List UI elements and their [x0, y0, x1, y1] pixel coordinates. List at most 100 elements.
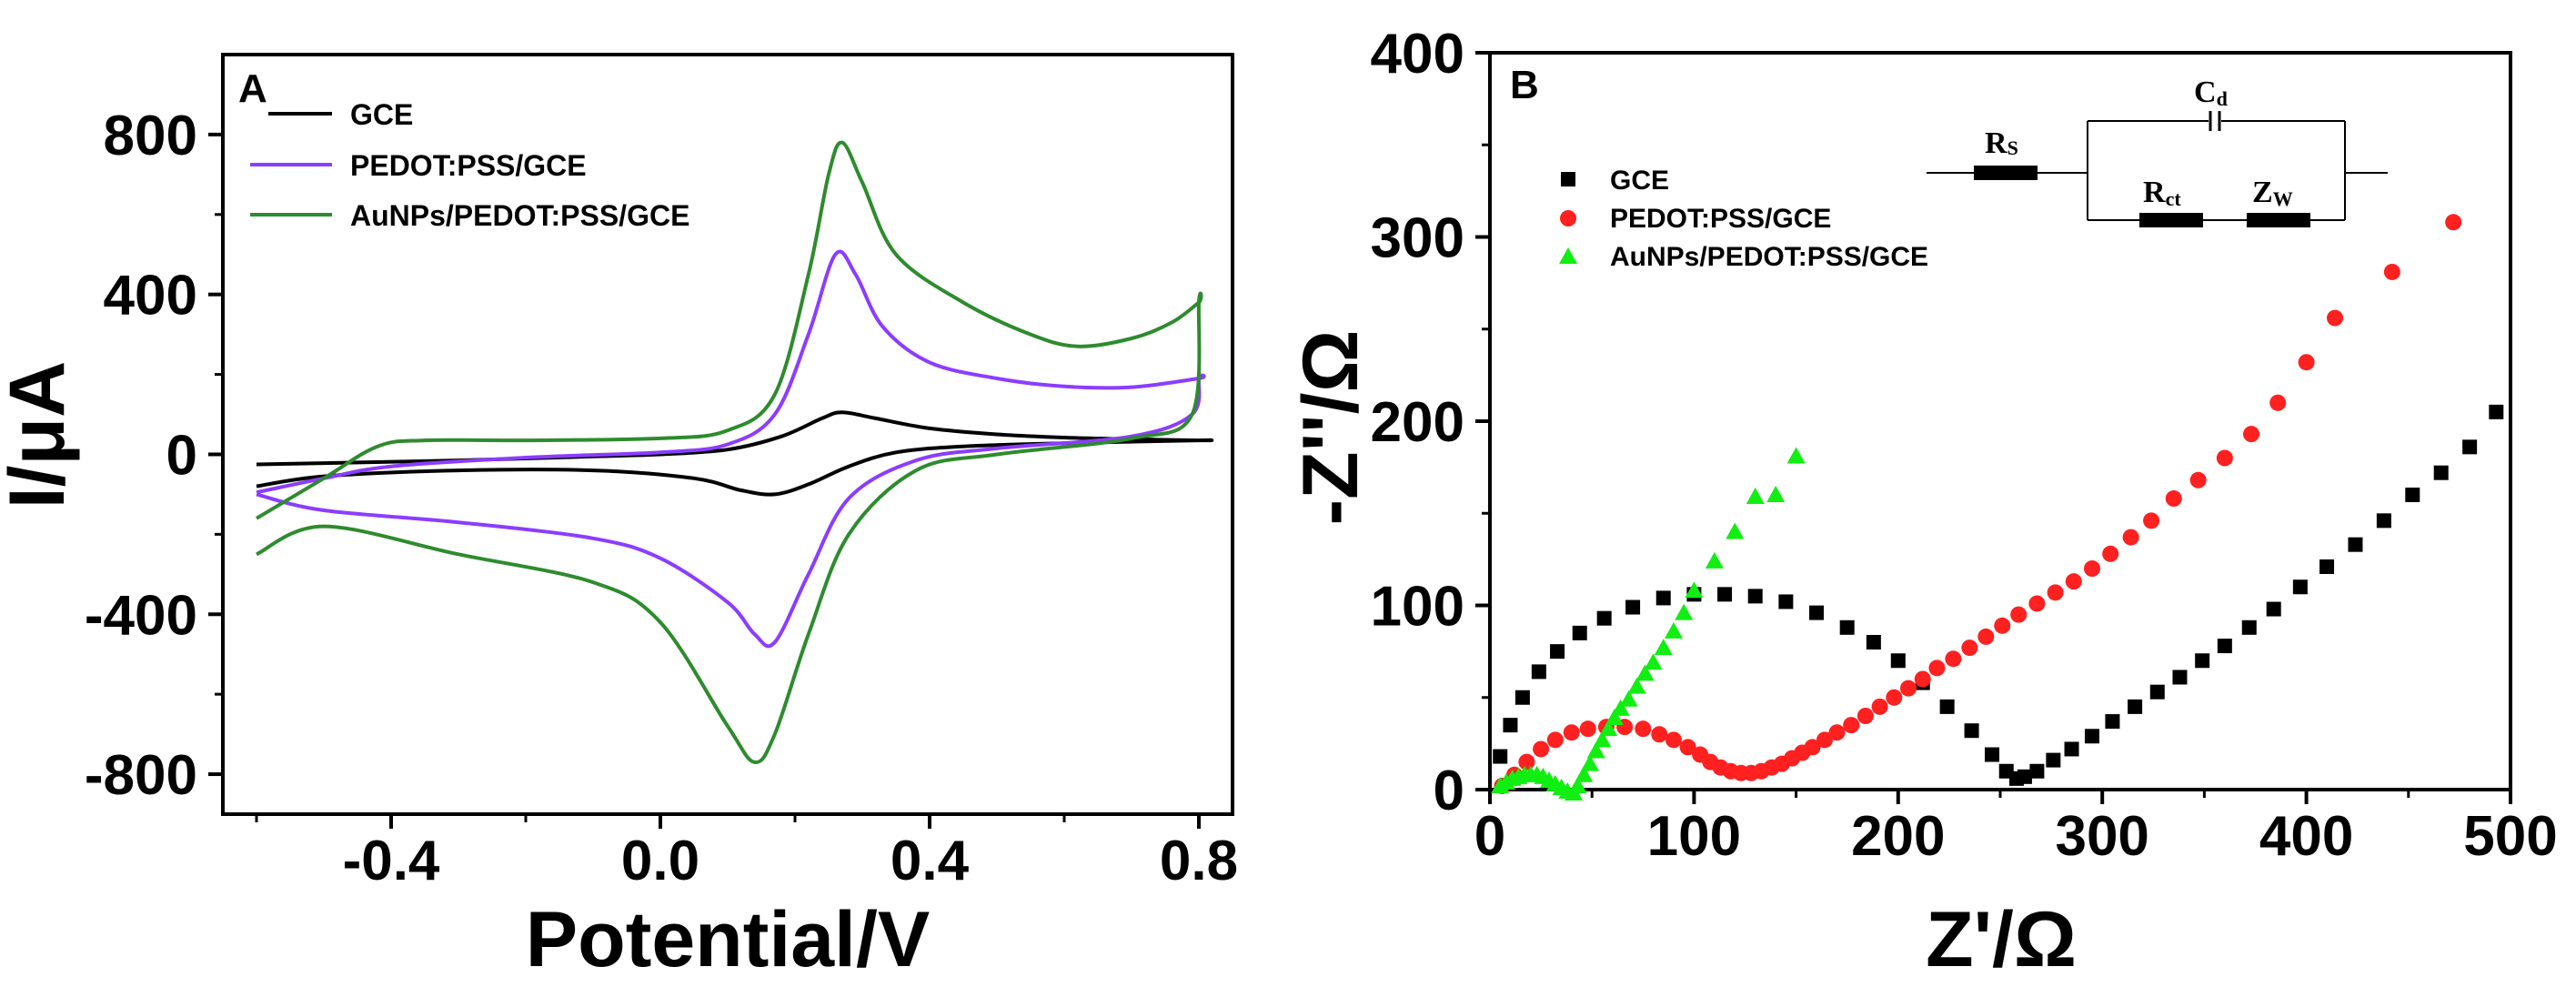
panel-b-label: B	[1510, 63, 1539, 107]
point-pedot-pss-gce	[2165, 490, 2182, 508]
point-aunps-pedot-pss-gce	[1726, 522, 1745, 539]
circuit-rs-resistor	[1974, 166, 2038, 180]
point-pedot-pss-gce	[1886, 689, 1903, 706]
point-pedot-pss-gce	[2102, 545, 2119, 562]
point-pedot-pss-gce	[1635, 720, 1652, 738]
panel-b-x-axis-label: Z'/Ω	[1926, 896, 2077, 983]
panel-b-x-tick-label: 300	[2055, 805, 2148, 868]
point-aunps-pedot-pss-gce	[1593, 730, 1612, 748]
point-pedot-pss-gce	[1546, 731, 1564, 749]
point-aunps-pedot-pss-gce	[1664, 621, 1683, 639]
point-gce	[2376, 513, 2391, 529]
panel-a-legend: GCE PEDOT:PSS/GCE AuNPs/PEDOT:PSS/GCE	[250, 98, 689, 232]
point-gce	[2017, 769, 2032, 784]
point-gce	[2128, 699, 2143, 714]
point-gce	[2217, 639, 2232, 654]
legend-b-gce-label: GCE	[1610, 166, 1669, 196]
point-aunps-pedot-pss-gce	[1611, 699, 1630, 716]
point-pedot-pss-gce	[2143, 512, 2160, 529]
point-aunps-pedot-pss-gce	[1575, 765, 1594, 782]
point-pedot-pss-gce	[2189, 471, 2207, 488]
point-gce	[1514, 690, 1530, 705]
point-gce	[1964, 723, 1979, 739]
cv-curve-aunps-pedot-pss-gce	[255, 140, 1203, 764]
point-aunps-pedot-pss-gce	[1619, 690, 1638, 707]
point-gce	[1717, 587, 1733, 602]
point-pedot-pss-gce	[1857, 708, 1874, 724]
point-gce	[2462, 439, 2478, 455]
circuit-label-rct: Rct	[2143, 176, 2181, 210]
point-pedot-pss-gce	[2383, 263, 2400, 280]
point-pedot-pss-gce	[1579, 720, 1596, 738]
point-gce	[2266, 601, 2281, 617]
point-gce	[2405, 488, 2420, 502]
point-aunps-pedot-pss-gce	[1685, 581, 1704, 599]
point-pedot-pss-gce	[1977, 628, 1995, 645]
panel-a-x-tick-label: 0.4	[891, 830, 970, 892]
point-aunps-pedot-pss-gce	[1705, 551, 1724, 569]
point-aunps-pedot-pss-gce	[1627, 677, 1646, 694]
legend-b-aunps-label: AuNPs/PEDOT:PSS/GCE	[1610, 242, 1928, 272]
point-pedot-pss-gce	[1961, 640, 1978, 657]
point-aunps-pedot-pss-gce	[1675, 603, 1694, 620]
cv-curve-gce	[256, 410, 1214, 497]
point-pedot-pss-gce	[2065, 573, 2082, 590]
point-aunps-pedot-pss-gce	[1568, 776, 1587, 793]
circuit-zw-element	[2247, 213, 2310, 227]
panel-a-y-tick-label: -800	[85, 744, 197, 807]
point-gce	[2046, 752, 2061, 768]
equivalent-circuit-inset: RS Cd Rct ZW	[1927, 76, 2388, 227]
point-pedot-pss-gce	[1518, 753, 1535, 770]
point-aunps-pedot-pss-gce	[1580, 754, 1599, 771]
panel-b-legend: GCE PEDOT:PSS/GCE AuNPs/PEDOT:PSS/GCE	[1559, 166, 1928, 272]
point-aunps-pedot-pss-gce	[1786, 447, 1806, 464]
point-pedot-pss-gce	[2083, 560, 2100, 577]
point-pedot-pss-gce	[1945, 650, 1962, 668]
panel-b-y-axis-label: -Z''/Ω	[1287, 330, 1374, 526]
legend-a-gce-label: GCE	[350, 98, 413, 131]
panel-a-y-tick-label: 400	[104, 265, 197, 327]
panel-b-y-tick-label: 200	[1371, 391, 1464, 454]
panel-a-x-axis-label: Potential/V	[526, 896, 930, 983]
point-gce	[1655, 590, 1671, 606]
point-gce	[2105, 714, 2120, 730]
point-pedot-pss-gce	[1816, 731, 1834, 749]
point-gce	[1550, 644, 1565, 660]
point-gce	[1747, 589, 1763, 604]
circuit-label-rs: RS	[1985, 126, 2018, 160]
point-gce	[1809, 605, 1825, 620]
point-pedot-pss-gce	[2327, 309, 2344, 327]
point-gce	[1625, 599, 1641, 615]
point-aunps-pedot-pss-gce	[1644, 653, 1663, 670]
legend-a-aunps-label: AuNPs/PEDOT:PSS/GCE	[350, 199, 689, 232]
legend-b-pedot-label: PEDOT:PSS/GCE	[1610, 204, 1831, 234]
point-gce	[1572, 625, 1587, 640]
point-pedot-pss-gce	[1994, 617, 2011, 634]
panel-b-y-ticks: 0 100 200 300 400	[1371, 23, 1490, 822]
panel-b-x-ticks: 0 100 200 300 400 500	[1474, 790, 2558, 868]
point-pedot-pss-gce	[2269, 394, 2287, 411]
point-gce	[1839, 619, 1855, 635]
panel-a-cv-chart: -0.4 0.0 0.4 0.8 -800 -400 0 400 800 A Potentia…	[0, 53, 1238, 983]
point-gce	[2433, 465, 2449, 480]
panel-a-x-tick-label: -0.4	[343, 830, 440, 892]
point-aunps-pedot-pss-gce	[1586, 741, 1605, 759]
point-gce	[2084, 729, 2099, 744]
point-pedot-pss-gce	[1651, 726, 1668, 743]
point-pedot-pss-gce	[2028, 595, 2046, 612]
point-aunps-pedot-pss-gce	[1635, 664, 1655, 681]
panel-a-x-tick-label: 0.0	[621, 830, 699, 892]
panel-b-x-tick-label: 500	[2463, 805, 2557, 868]
point-pedot-pss-gce	[1679, 739, 1696, 756]
point-gce	[1890, 653, 1906, 669]
panel-b-y-tick-label: 400	[1371, 23, 1464, 86]
panel-a-plot-frame	[221, 53, 1234, 816]
circuit-rct-resistor	[2139, 213, 2203, 227]
panel-b-series	[1491, 214, 2504, 801]
point-gce	[1939, 699, 1955, 714]
point-aunps-pedot-pss-gce	[1766, 486, 1786, 502]
point-aunps-pedot-pss-gce	[1746, 488, 1765, 505]
point-gce	[2241, 619, 2257, 635]
point-gce	[2195, 653, 2210, 669]
point-pedot-pss-gce	[1871, 698, 1888, 715]
